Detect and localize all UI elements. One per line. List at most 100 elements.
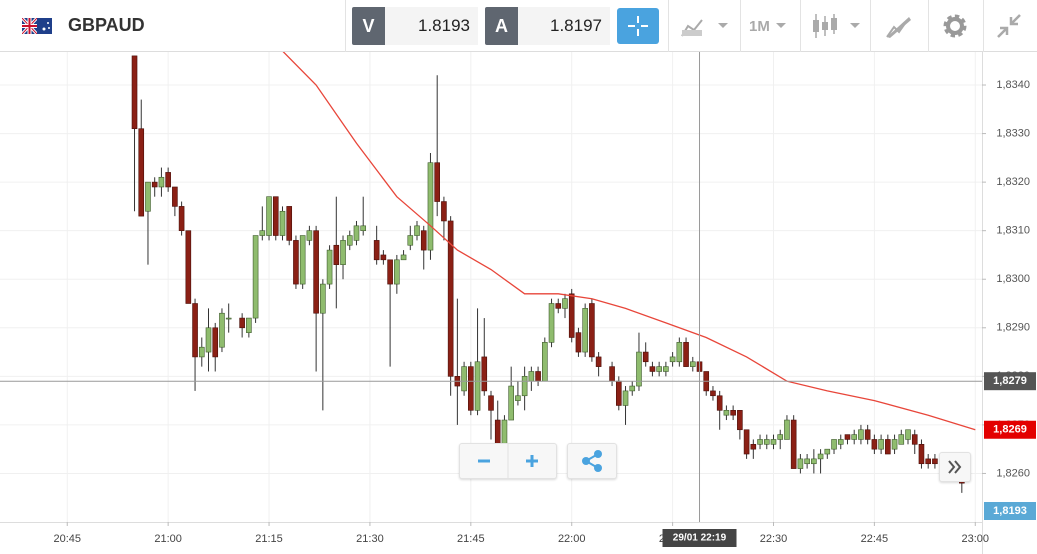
candle-body: [636, 351, 642, 387]
candle-body: [474, 361, 481, 411]
candle-body: [306, 230, 313, 241]
scroll-icon: [948, 460, 962, 474]
x-tick-label: 21:15: [255, 533, 283, 545]
candle-body: [615, 380, 622, 406]
candle-body: [932, 458, 938, 465]
candle-body: [568, 293, 575, 338]
candle-body: [663, 366, 669, 372]
zoom-in[interactable]: [526, 455, 538, 467]
candle-body: [299, 235, 306, 285]
candle-body: [521, 376, 528, 397]
share-button[interactable]: [567, 443, 617, 479]
sell-price[interactable]: 1.8193: [385, 7, 478, 45]
candle-body: [763, 439, 770, 445]
candle-body: [461, 366, 467, 392]
candle-body: [360, 225, 367, 231]
candle-body: [676, 342, 683, 363]
candle-body: [575, 332, 582, 353]
settings-button[interactable]: [942, 13, 968, 39]
candle-body: [178, 206, 185, 231]
candle-body: [642, 351, 649, 363]
time-tag-label: 29/01 22:19: [673, 533, 727, 544]
candle-body: [609, 366, 615, 382]
x-tick-label: 21:45: [457, 533, 485, 545]
price-tag: [984, 372, 1036, 391]
share-icon: [582, 450, 602, 472]
candle-body: [891, 439, 898, 450]
moving-average-line: [282, 52, 976, 431]
chart: 1,82601,82701,82801,82901,83001,83101,83…: [0, 52, 1037, 554]
candle-body: [669, 356, 676, 363]
candle-body: [824, 448, 831, 455]
candle-body: [394, 259, 400, 285]
candle-body: [757, 439, 763, 445]
candle-body: [225, 317, 232, 320]
candle-body: [817, 453, 824, 460]
buy-label[interactable]: A: [485, 7, 518, 45]
candle-body: [333, 244, 340, 265]
x-tick-label: 22:30: [760, 533, 788, 545]
candle-body: [326, 249, 333, 285]
candle-body: [346, 235, 353, 246]
chart-type-button[interactable]: [680, 14, 730, 38]
candle-body: [192, 303, 198, 358]
price-tag-label: 1,8279: [993, 375, 1027, 387]
candle-body: [407, 235, 414, 246]
candle-body: [750, 444, 757, 450]
candle-body: [259, 230, 266, 236]
candle-body: [918, 444, 925, 465]
timeframe-caret[interactable]: [775, 14, 789, 38]
collapse-button[interactable]: [996, 13, 1022, 39]
candle-body: [716, 395, 723, 411]
candle-body: [562, 298, 568, 309]
candle-body: [622, 390, 629, 406]
y-tick-label: 1,8320: [996, 176, 1030, 188]
candle-body: [864, 429, 871, 440]
candle-body: [400, 254, 407, 261]
zoom-buttons: [459, 443, 557, 479]
candle-body: [320, 283, 326, 314]
candle-body: [434, 162, 440, 202]
x-tick-label: 22:00: [558, 533, 586, 545]
candle-body: [528, 371, 535, 382]
candle-body: [246, 317, 252, 333]
timeframe[interactable]: 1M: [749, 18, 770, 35]
candle-body: [427, 162, 434, 251]
candle-style-button[interactable]: [812, 12, 862, 40]
draw-button[interactable]: [884, 12, 914, 40]
price-axis: [982, 52, 1037, 554]
candle-body: [925, 458, 931, 465]
candle-body: [898, 434, 905, 445]
candle-body: [293, 240, 299, 285]
candle-body: [878, 439, 884, 450]
candle-body: [784, 419, 790, 440]
candle-body: [683, 342, 689, 367]
candle-body: [535, 371, 541, 382]
candle-body: [313, 230, 319, 314]
candle-body: [858, 429, 864, 440]
candle-body: [145, 181, 151, 212]
candle-body: [710, 390, 716, 397]
scroll-right-button[interactable]: [939, 452, 971, 482]
candle-body: [380, 254, 387, 261]
candle-body: [844, 434, 851, 440]
crosshair-button[interactable]: [617, 8, 659, 44]
candle-body: [885, 439, 891, 455]
x-tick-label: 20:45: [53, 533, 81, 545]
sell-label[interactable]: V: [352, 7, 385, 45]
candle-body: [252, 235, 259, 319]
candle-body: [548, 303, 555, 343]
candle-body: [387, 259, 393, 285]
zoom-icons: [478, 444, 538, 478]
candle-body: [515, 395, 521, 401]
buy-price[interactable]: 1.8197: [518, 7, 610, 45]
candle-body: [468, 366, 474, 411]
candle-body: [481, 356, 488, 392]
candle-body: [811, 458, 817, 465]
x-tick-label: 23:00: [962, 533, 990, 545]
candle-body: [871, 439, 878, 450]
candle-body: [589, 303, 595, 358]
candle-body: [219, 312, 225, 348]
candle-body: [272, 196, 279, 236]
candle-body: [837, 439, 844, 445]
